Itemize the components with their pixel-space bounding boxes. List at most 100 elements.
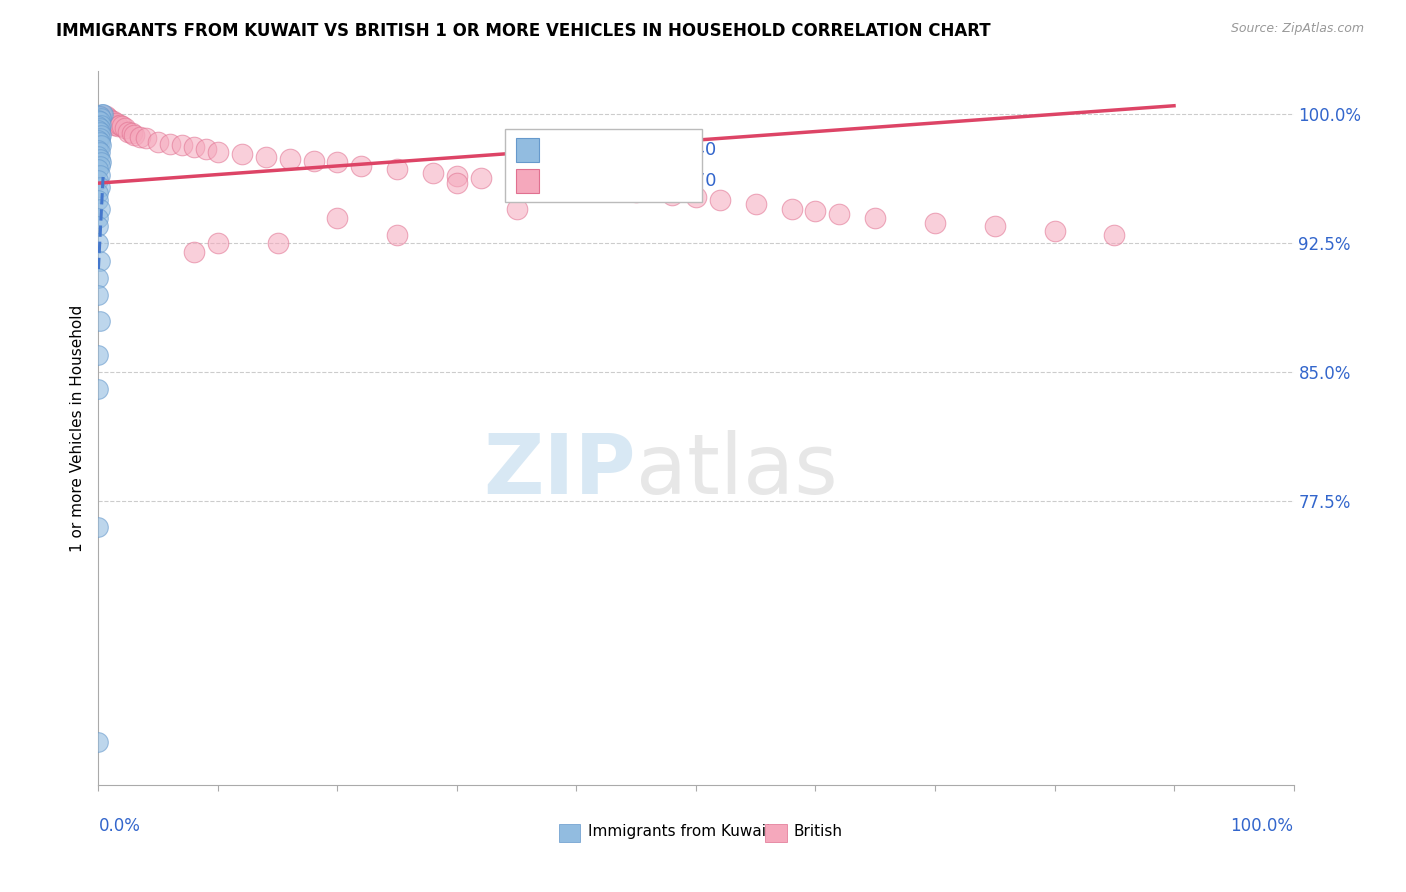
Point <box>446 176 468 190</box>
Point <box>326 155 349 169</box>
Point <box>183 244 205 259</box>
Point <box>709 194 731 208</box>
Text: atlas: atlas <box>637 431 838 511</box>
Point <box>93 112 115 127</box>
Point <box>94 109 117 123</box>
Point <box>278 152 301 166</box>
Point <box>89 314 111 328</box>
Point <box>1104 227 1126 242</box>
Text: Immigrants from Kuwait: Immigrants from Kuwait <box>589 824 772 838</box>
Point <box>780 202 803 216</box>
Point <box>326 211 349 225</box>
Point <box>87 172 110 186</box>
Point <box>90 138 112 153</box>
Point <box>87 211 110 225</box>
Point <box>87 520 110 534</box>
Point <box>117 124 139 138</box>
Point <box>1043 224 1066 238</box>
Point <box>87 148 110 162</box>
Point <box>207 145 229 160</box>
Point <box>89 112 111 127</box>
Point <box>89 168 111 182</box>
Point <box>90 118 112 132</box>
Point <box>91 112 114 127</box>
Point <box>91 107 114 121</box>
Point <box>828 207 851 221</box>
Text: ZIP: ZIP <box>484 431 637 511</box>
Point <box>87 162 110 177</box>
Point <box>108 118 131 132</box>
Point <box>89 124 111 138</box>
Point <box>107 120 129 134</box>
Point <box>87 288 110 302</box>
Bar <box>765 824 787 842</box>
Point <box>87 383 110 397</box>
Point <box>91 111 114 125</box>
Point <box>105 116 128 130</box>
Point <box>231 147 253 161</box>
Point <box>89 109 111 123</box>
Point <box>91 107 114 121</box>
Point <box>183 140 205 154</box>
Point <box>91 111 114 125</box>
Text: Source: ZipAtlas.com: Source: ZipAtlas.com <box>1230 22 1364 36</box>
Point <box>129 129 152 144</box>
Point <box>98 114 121 128</box>
Point <box>90 111 112 125</box>
Point <box>589 181 612 195</box>
Point <box>254 150 277 164</box>
Text: R = 0.493   N = 70: R = 0.493 N = 70 <box>546 171 717 189</box>
Point <box>124 128 146 142</box>
Text: R = 0.094   N = 40: R = 0.094 N = 40 <box>546 141 717 160</box>
Point <box>98 112 122 127</box>
Point <box>541 176 564 190</box>
Point <box>103 118 125 132</box>
Point <box>506 174 529 188</box>
Point <box>87 348 110 362</box>
Point <box>87 270 110 285</box>
Point <box>114 121 136 136</box>
Point <box>626 185 648 199</box>
Point <box>90 114 112 128</box>
Point <box>89 121 111 136</box>
Point <box>96 112 118 127</box>
Point <box>195 142 218 156</box>
Point <box>89 114 111 128</box>
Point <box>470 171 492 186</box>
Point <box>89 179 111 194</box>
Point <box>87 123 110 137</box>
Point <box>91 114 114 128</box>
Point <box>121 126 143 140</box>
Point <box>984 219 1007 233</box>
Point <box>159 136 181 151</box>
Point <box>90 128 112 142</box>
Point <box>89 253 111 268</box>
Point <box>97 111 120 125</box>
Point <box>135 131 157 145</box>
Text: British: British <box>794 824 844 838</box>
Point <box>87 112 110 127</box>
Point <box>565 179 588 194</box>
Point <box>93 111 115 125</box>
Point <box>87 219 110 233</box>
Point <box>148 135 170 149</box>
Point <box>87 133 110 147</box>
Bar <box>558 824 581 842</box>
Point <box>302 153 325 168</box>
Point <box>90 111 112 125</box>
Point <box>90 155 112 169</box>
Text: IMMIGRANTS FROM KUWAIT VS BRITISH 1 OR MORE VEHICLES IN HOUSEHOLD CORRELATION CH: IMMIGRANTS FROM KUWAIT VS BRITISH 1 OR M… <box>56 22 991 40</box>
Point <box>111 120 134 134</box>
Text: 100.0%: 100.0% <box>1230 817 1294 835</box>
Point <box>89 159 111 173</box>
Point <box>89 202 111 216</box>
Text: 0.0%: 0.0% <box>98 817 141 835</box>
Point <box>446 169 468 184</box>
Point <box>924 216 946 230</box>
Point <box>87 120 110 134</box>
Point <box>87 236 110 251</box>
Point <box>87 111 110 125</box>
Point <box>745 196 768 211</box>
Point <box>89 109 111 123</box>
Point <box>685 190 707 204</box>
